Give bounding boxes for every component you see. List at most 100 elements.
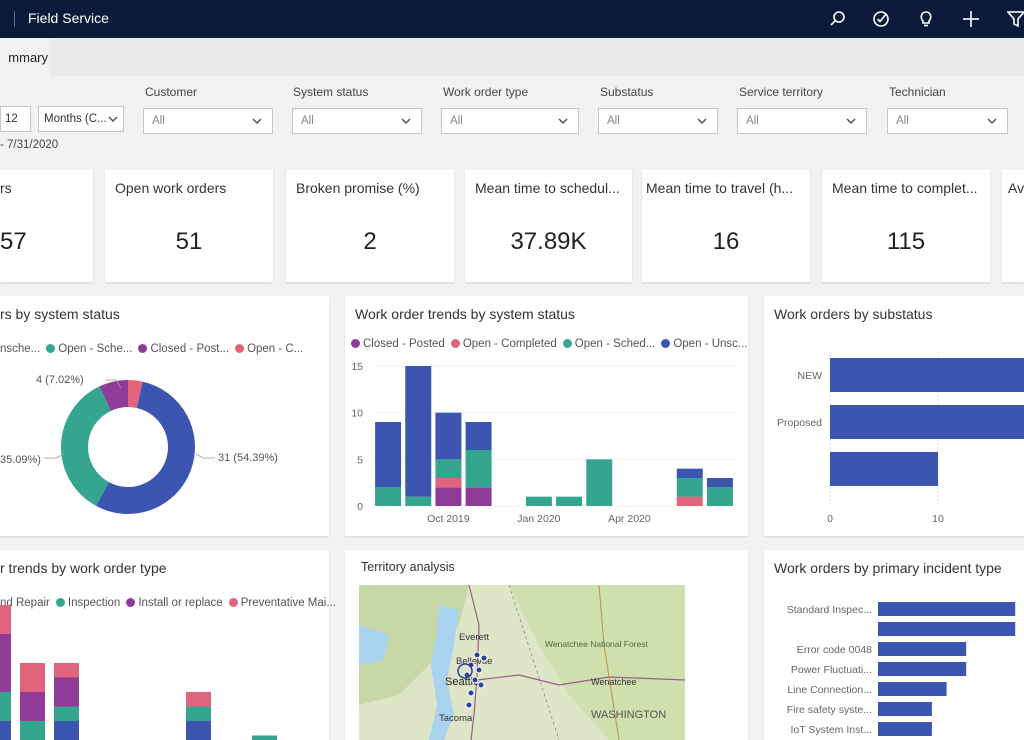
bar-segment[interactable] (0, 721, 11, 740)
donut-slice[interactable] (61, 386, 111, 506)
bar-segment[interactable] (706, 487, 733, 506)
bar-segment[interactable] (465, 422, 492, 450)
legend-label: Preventative Mai... (240, 597, 336, 609)
task-flow-icon[interactable] (867, 5, 895, 33)
bar-segment[interactable] (405, 366, 432, 497)
map-pin[interactable] (465, 701, 473, 709)
bar-segment[interactable] (465, 487, 492, 506)
system-status-dropdown[interactable]: All (292, 108, 422, 134)
map-pin[interactable] (473, 651, 481, 659)
y-tick-label: Proposed (777, 417, 822, 429)
kpi-card-mean-time-to-travel[interactable]: Mean time to travel (h... 16 (642, 170, 810, 282)
leader-line (105, 379, 122, 389)
bar-segment[interactable] (54, 706, 79, 722)
kpi-card-mean-time-to-schedule[interactable]: Mean time to schedul... 37.89K (465, 170, 632, 282)
bar-segment[interactable] (0, 692, 11, 721)
bar-segment[interactable] (435, 487, 462, 506)
bar-segment[interactable] (586, 459, 613, 506)
bar-segment[interactable] (435, 478, 462, 488)
kpi-card-total-work-orders[interactable]: rs 57 (0, 170, 93, 282)
bar-segment[interactable] (676, 496, 703, 506)
legend-item-open-completed[interactable]: Open - Completed (445, 338, 557, 350)
bar-segment[interactable] (375, 487, 402, 506)
bar-segment[interactable] (375, 422, 402, 488)
bar-segment[interactable] (54, 677, 79, 707)
bar-segment[interactable] (435, 412, 462, 460)
bar-segment[interactable] (676, 468, 703, 478)
bar-segment[interactable] (676, 478, 703, 497)
period-unit-dropdown[interactable]: Months (C... (38, 106, 124, 132)
donut-slice[interactable] (128, 380, 143, 408)
search-icon[interactable] (824, 5, 852, 33)
lightbulb-icon[interactable] (912, 5, 940, 33)
map-pin[interactable] (467, 689, 475, 697)
technician-dropdown[interactable]: All (887, 108, 1008, 134)
panel-territory-analysis[interactable]: Territory analysis Everett Bellevue Seat… (345, 550, 748, 740)
panel-work-order-trends-by-type[interactable]: r trends by work order type nd Repair Ins… (0, 550, 336, 740)
bar-segment[interactable] (252, 735, 277, 740)
bar-segment[interactable] (435, 459, 462, 478)
legend-item-open-unscheduled[interactable]: nsche... (0, 343, 40, 355)
map-pin[interactable] (477, 681, 485, 689)
incident-bar[interactable] (878, 722, 932, 736)
bar-segment[interactable] (20, 692, 45, 721)
legend-item-open-unscheduled[interactable]: Open - Unsc... (655, 338, 747, 350)
bar-segment[interactable] (20, 721, 45, 740)
bar-segment[interactable] (465, 450, 492, 488)
bar-segment[interactable] (186, 721, 211, 740)
bar-segment[interactable] (525, 496, 552, 506)
panel-work-orders-by-system-status[interactable]: rs by system status nsche... Open - Sche.… (0, 296, 329, 536)
panel-work-orders-by-incident-type[interactable]: Work orders by primary incident type Sta… (764, 550, 1024, 740)
substatus-bar[interactable] (830, 358, 1024, 392)
bar-segment[interactable] (0, 605, 11, 634)
bar-segment[interactable] (706, 478, 733, 488)
legend-item-open-completed[interactable]: Open - C... (229, 343, 303, 355)
bar-segment[interactable] (556, 496, 583, 506)
tab-summary-label: mmary (8, 50, 48, 65)
bar-segment[interactable] (20, 663, 45, 692)
incident-bar[interactable] (878, 642, 967, 656)
kpi-card-open-work-orders[interactable]: Open work orders 51 (105, 170, 273, 282)
period-value-input[interactable]: 12 (0, 106, 31, 132)
substatus-bar[interactable] (830, 452, 938, 486)
legend-item-open-scheduled[interactable]: Open - Sched... (557, 338, 655, 350)
legend-item-inspection[interactable]: Inspection (50, 597, 120, 609)
filter-icon[interactable] (1002, 5, 1024, 33)
kpi-card-mean-time-to-complete[interactable]: Mean time to complet... 115 (822, 170, 990, 282)
service-territory-dropdown[interactable]: All (737, 108, 867, 134)
legend-item-closed-posted[interactable]: Closed - Post... (132, 343, 229, 355)
territory-map[interactable]: Everett Bellevue Seattle Tacoma Wenatche… (359, 585, 685, 740)
incident-bar[interactable] (878, 682, 947, 696)
work-order-type-dropdown[interactable]: All (441, 108, 579, 134)
incident-bar[interactable] (878, 702, 932, 716)
tab-summary[interactable]: mmary (0, 38, 50, 76)
kpi-card-broken-promise[interactable]: Broken promise (%) 2 (286, 170, 454, 282)
bar-segment[interactable] (0, 634, 11, 692)
panel-work-order-trends-by-system-status[interactable]: Work order trends by system status Close… (345, 296, 748, 536)
bar-segment[interactable] (54, 663, 79, 678)
bar-segment[interactable] (54, 721, 79, 740)
legend-item-closed-posted[interactable]: Closed - Posted (345, 338, 445, 350)
customer-dropdown[interactable]: All (143, 108, 273, 134)
bar-segment[interactable] (186, 692, 211, 707)
legend-item-install-or-replace[interactable]: Install or replace (120, 597, 223, 609)
substatus-dropdown[interactable]: All (598, 108, 718, 134)
legend-item-repair[interactable]: nd Repair (0, 597, 50, 609)
substatus-bar[interactable] (830, 405, 1024, 439)
map-pin[interactable] (480, 654, 488, 662)
kpi-card-average[interactable]: Av (1002, 170, 1024, 282)
add-icon[interactable] (957, 5, 985, 33)
panel-work-orders-by-substatus[interactable]: Work orders by substatus NEW Proposed 0 1… (764, 296, 1024, 536)
donut-slice[interactable] (96, 381, 196, 514)
map-pin[interactable] (471, 676, 479, 684)
incident-bar[interactable] (878, 602, 1016, 616)
map-pin[interactable] (475, 666, 483, 674)
incident-bar[interactable] (878, 622, 1016, 636)
bar-segment[interactable] (186, 706, 211, 722)
legend-item-open-scheduled[interactable]: Open - Sche... (40, 343, 132, 355)
incident-bar[interactable] (878, 662, 967, 676)
map-pin-cluster[interactable] (457, 663, 473, 679)
bar-segment[interactable] (405, 496, 432, 506)
legend-item-preventative[interactable]: Preventative Mai... (223, 597, 336, 609)
app-title[interactable]: Field Service (28, 10, 109, 26)
